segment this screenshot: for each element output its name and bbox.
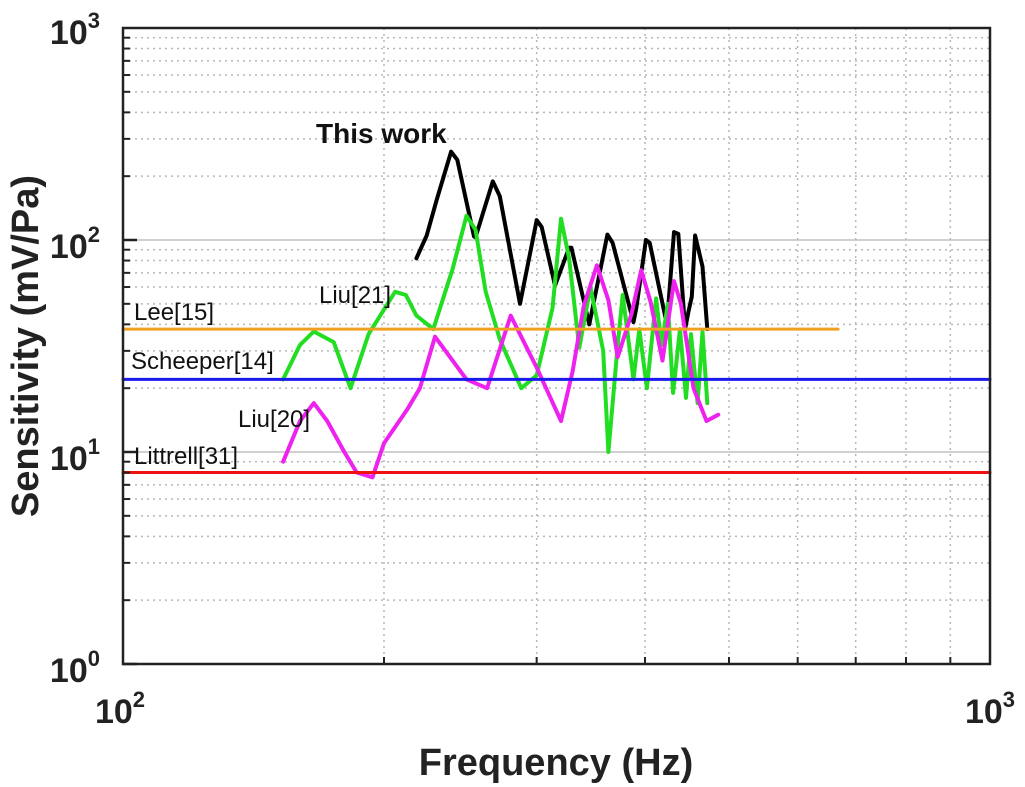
x-tick-100: 102 bbox=[95, 687, 145, 731]
series-liu-21 bbox=[281, 213, 710, 454]
annotation-scheeper14: Scheeper[14] bbox=[131, 348, 274, 375]
data-series bbox=[121, 149, 992, 480]
annotation-liu20: Liu[20] bbox=[238, 406, 310, 433]
y-tick-100: 102 bbox=[50, 222, 100, 266]
y-axis-label: Sensitivity (mV/Pa) bbox=[5, 175, 47, 517]
grid-lines bbox=[123, 28, 990, 664]
plot-frame bbox=[121, 26, 992, 666]
annotation-littrell31: Littrell[31] bbox=[134, 443, 238, 470]
x-axis-label: Frequency (Hz) bbox=[419, 742, 693, 784]
x-tick-1000: 103 bbox=[965, 687, 1015, 731]
y-tick-10: 101 bbox=[50, 434, 100, 478]
y-tick-1: 100 bbox=[50, 646, 100, 690]
axis-ticks bbox=[123, 36, 952, 666]
annotation-this-work: This work bbox=[316, 118, 447, 149]
annotation-liu21: Liu[21] bbox=[319, 282, 391, 309]
annotation-lee15: Lee[15] bbox=[134, 299, 214, 326]
y-tick-1000: 103 bbox=[50, 8, 100, 52]
